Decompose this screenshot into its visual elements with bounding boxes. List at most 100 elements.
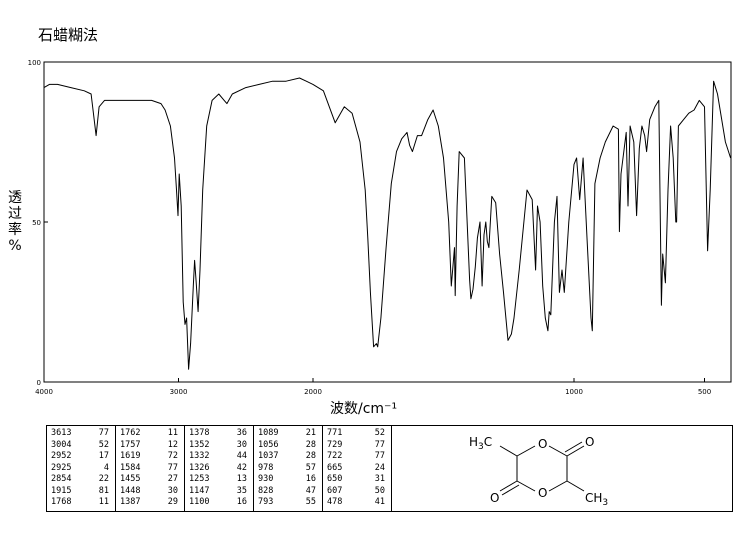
y-axis-label-char: 透 (8, 190, 22, 206)
carbonyl-oxygen-right: O (585, 435, 594, 449)
peak-transmittance: 4 (103, 462, 109, 473)
peak-wavenumber: 1762 (120, 428, 141, 438)
peak-wavenumber: 1056 (258, 439, 279, 450)
peak-wavenumber: 2925 (51, 462, 72, 473)
y-tick-label: 0 (37, 379, 41, 387)
peak-entry: 1584 77 (120, 463, 178, 475)
x-tick-label: 1000 (565, 388, 583, 396)
methyl-label-right: CH3 (585, 491, 608, 508)
peak-wavenumber: 1253 (189, 474, 210, 484)
peak-wavenumber: 1352 (189, 439, 210, 450)
peak-entry: 1757 12 (120, 440, 178, 452)
peak-transmittance: 30 (236, 439, 247, 450)
peak-entry: 1762 11 (120, 428, 178, 440)
peak-entry: 3004 52 (51, 440, 109, 452)
x-tick-label: 500 (698, 388, 711, 396)
peak-wavenumber: 1037 (258, 451, 279, 461)
peak-transmittance: 77 (167, 462, 178, 473)
peak-entry: 729 77 (327, 440, 385, 452)
peak-entry: 978 57 (258, 463, 316, 475)
peak-wavenumber: 2952 (51, 451, 72, 461)
peak-column: 1089 21 1056 28 1037 28 978 57 930 16 828 47 793 55 (253, 425, 323, 511)
peak-wavenumber: 1147 (189, 485, 210, 496)
peak-transmittance: 52 (98, 439, 109, 450)
peak-wavenumber: 978 (258, 462, 274, 473)
peak-wavenumber: 3613 (51, 428, 72, 438)
peak-entry: 1768 11 (51, 497, 109, 509)
peak-transmittance: 35 (236, 485, 247, 496)
peak-entry: 650 31 (327, 474, 385, 486)
peak-wavenumber: 3004 (51, 439, 72, 450)
peak-wavenumber: 930 (258, 474, 274, 484)
peak-entry: 3613 77 (51, 428, 109, 440)
peak-wavenumber: 1089 (258, 428, 279, 438)
peak-entry: 1332 44 (189, 451, 247, 463)
peak-transmittance: 24 (374, 462, 385, 473)
x-axis-ticks: 4000 3000 2000 1000 500 (35, 378, 711, 396)
peak-entry: 1378 36 (189, 428, 247, 440)
peak-entry: 1352 30 (189, 440, 247, 452)
peak-wavenumber: 650 (327, 474, 343, 484)
bond (516, 480, 536, 492)
x-tick-label: 3000 (170, 388, 188, 396)
peak-wavenumber: 793 (258, 497, 274, 507)
peak-entry: 1619 72 (120, 451, 178, 463)
spectrum-line (43, 77, 732, 370)
peak-transmittance: 13 (236, 474, 247, 484)
peak-transmittance: 28 (305, 439, 316, 450)
peak-wavenumber: 2854 (51, 474, 72, 484)
peak-entry: 1326 42 (189, 463, 247, 475)
peak-transmittance: 77 (374, 451, 385, 461)
bond (566, 480, 585, 492)
peak-transmittance: 27 (167, 474, 178, 484)
peak-entry: 478 41 (327, 497, 385, 509)
peak-entry: 793 55 (258, 497, 316, 509)
peak-transmittance: 47 (305, 485, 316, 496)
peak-transmittance: 22 (98, 474, 109, 484)
peak-entry: 771 52 (327, 428, 385, 440)
peak-wavenumber: 722 (327, 451, 343, 461)
peak-wavenumber: 1757 (120, 439, 141, 450)
peak-entry: 607 50 (327, 486, 385, 498)
peak-entry: 1455 27 (120, 474, 178, 486)
peak-transmittance: 77 (374, 439, 385, 450)
y-tick-label: 50 (32, 219, 41, 227)
peak-entry: 2952 17 (51, 451, 109, 463)
peak-wavenumber: 1378 (189, 428, 210, 438)
peak-transmittance: 29 (167, 497, 178, 507)
peak-table: 3613 77 3004 52 2952 17 2925 4 2854 22 1915 81 1768 1… (46, 425, 733, 512)
peak-column: 771 52 729 77 722 77 665 24 650 31 607 50 478 41 (322, 425, 392, 511)
peak-transmittance: 11 (98, 497, 109, 507)
peak-transmittance: 52 (374, 428, 385, 438)
peak-wavenumber: 771 (327, 428, 343, 438)
peak-wavenumber: 1619 (120, 451, 141, 461)
peak-entry: 1915 81 (51, 486, 109, 498)
peak-transmittance: 44 (236, 451, 247, 461)
peak-wavenumber: 1448 (120, 485, 141, 496)
peak-wavenumber: 1387 (120, 497, 141, 507)
peak-transmittance: 36 (236, 428, 247, 438)
bond (564, 441, 583, 453)
peak-entry: 2854 22 (51, 474, 109, 486)
y-tick-label: 100 (28, 59, 41, 67)
peak-column: 3613 77 3004 52 2952 17 2925 4 2854 22 1915 81 1768 1… (46, 425, 116, 511)
peak-entry: 1253 13 (189, 474, 247, 486)
peak-transmittance: 21 (305, 428, 316, 438)
carbonyl-oxygen-left: O (490, 491, 499, 505)
peak-transmittance: 30 (167, 485, 178, 496)
peak-wavenumber: 1584 (120, 462, 141, 473)
peak-wavenumber: 1100 (189, 497, 210, 507)
structure-cell: O O O O H3C CH3 (392, 426, 733, 512)
bond (499, 480, 518, 492)
peak-entry: 1448 30 (120, 486, 178, 498)
x-tick-label: 2000 (304, 388, 322, 396)
ring-oxygen-top: O (538, 437, 547, 451)
x-axis-label: 波数/cm⁻¹ (330, 401, 398, 417)
peak-entry: 1056 28 (258, 440, 316, 452)
y-axis-label: 透 过 率 % (4, 190, 26, 254)
spectrum-series (43, 77, 732, 370)
peak-wavenumber: 607 (327, 485, 343, 496)
peak-entry: 1037 28 (258, 451, 316, 463)
bond (499, 445, 518, 457)
bond (501, 484, 520, 496)
